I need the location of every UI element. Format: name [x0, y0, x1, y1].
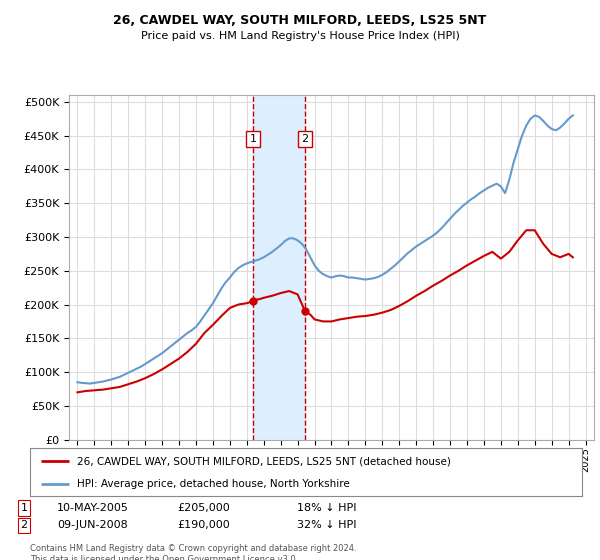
Text: 10-MAY-2005: 10-MAY-2005	[57, 503, 129, 513]
Text: HPI: Average price, detached house, North Yorkshire: HPI: Average price, detached house, Nort…	[77, 479, 350, 489]
Text: 26, CAWDEL WAY, SOUTH MILFORD, LEEDS, LS25 5NT: 26, CAWDEL WAY, SOUTH MILFORD, LEEDS, LS…	[113, 14, 487, 27]
Text: £205,000: £205,000	[177, 503, 230, 513]
Text: Price paid vs. HM Land Registry's House Price Index (HPI): Price paid vs. HM Land Registry's House …	[140, 31, 460, 41]
Text: Contains HM Land Registry data © Crown copyright and database right 2024.
This d: Contains HM Land Registry data © Crown c…	[30, 544, 356, 560]
Text: 2: 2	[302, 134, 308, 144]
Text: £190,000: £190,000	[177, 520, 230, 530]
Point	[300, 307, 310, 316]
Text: 1: 1	[20, 503, 28, 513]
Text: 09-JUN-2008: 09-JUN-2008	[57, 520, 128, 530]
Text: 2: 2	[20, 520, 28, 530]
Text: 26, CAWDEL WAY, SOUTH MILFORD, LEEDS, LS25 5NT (detached house): 26, CAWDEL WAY, SOUTH MILFORD, LEEDS, LS…	[77, 456, 451, 466]
Text: 1: 1	[250, 134, 256, 144]
Text: 32% ↓ HPI: 32% ↓ HPI	[297, 520, 356, 530]
Point	[248, 297, 258, 306]
Text: 18% ↓ HPI: 18% ↓ HPI	[297, 503, 356, 513]
Bar	[253, 95, 305, 440]
